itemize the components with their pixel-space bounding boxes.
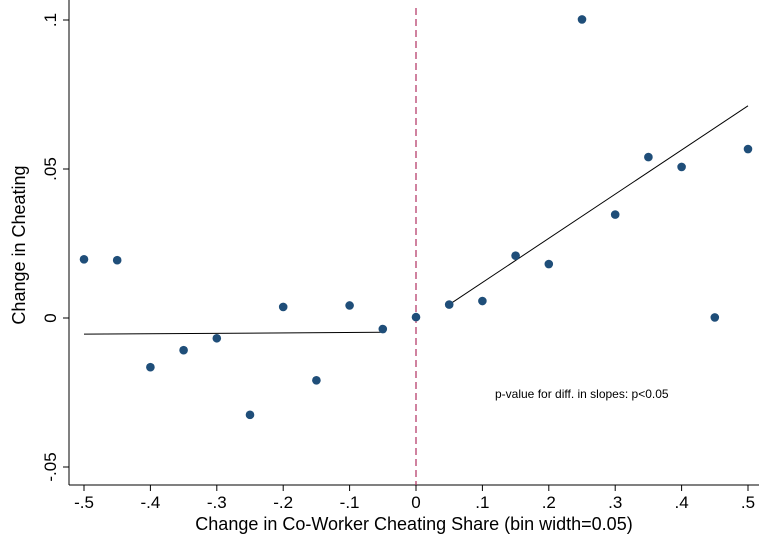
data-point bbox=[478, 296, 487, 306]
y-tick-label: 0 bbox=[41, 313, 60, 322]
data-point bbox=[411, 312, 421, 322]
slope-test-annotation: p-value for diff. in slopes: p<0.05 bbox=[495, 387, 669, 401]
data-point bbox=[444, 300, 454, 309]
data-point bbox=[644, 152, 653, 162]
x-tick-label: .5 bbox=[741, 493, 755, 512]
x-tick-label: .4 bbox=[675, 493, 689, 512]
x-tick-label: -.4 bbox=[140, 493, 160, 512]
data-point bbox=[677, 162, 686, 172]
data-point bbox=[312, 375, 321, 385]
data-point bbox=[544, 259, 554, 269]
y-axis-label: Change in Cheating bbox=[9, 165, 29, 324]
fit-lines bbox=[83, 105, 749, 335]
data-point bbox=[577, 15, 587, 24]
x-tick-label: -.3 bbox=[207, 493, 227, 512]
x-tick-label: -.1 bbox=[340, 493, 360, 512]
y-tick-label: .05 bbox=[41, 157, 60, 181]
y-tick-label: .1 bbox=[41, 13, 60, 27]
data-points bbox=[79, 15, 753, 420]
fit-line-right bbox=[448, 105, 749, 306]
data-point bbox=[212, 333, 222, 343]
data-point bbox=[79, 254, 89, 264]
data-point bbox=[112, 255, 122, 265]
data-point bbox=[179, 345, 188, 355]
x-tick-label: 0 bbox=[411, 493, 420, 512]
x-ticks: -.5 -.4 -.3 -.2 -.1 0 .1 .2 .3 .4 .5 bbox=[74, 485, 755, 512]
fit-line-left bbox=[83, 331, 383, 335]
data-point bbox=[146, 362, 155, 372]
data-point bbox=[710, 313, 720, 322]
y-tick-label: -.05 bbox=[41, 452, 60, 481]
axes: -.5 -.4 -.3 -.2 -.1 0 .1 .2 .3 .4 .5 -.05 0 .05 .1 bbox=[41, 0, 759, 512]
x-tick-label: .1 bbox=[475, 493, 489, 512]
x-tick-label: -.5 bbox=[74, 493, 94, 512]
x-tick-label: .2 bbox=[542, 493, 556, 512]
x-tick-label: -.2 bbox=[273, 493, 293, 512]
data-point bbox=[610, 210, 620, 219]
data-point bbox=[378, 324, 388, 334]
data-point bbox=[511, 251, 520, 261]
data-point bbox=[278, 302, 288, 312]
x-tick-label: .3 bbox=[608, 493, 622, 512]
y-ticks: -.05 0 .05 .1 bbox=[41, 13, 69, 482]
data-point bbox=[743, 144, 753, 154]
x-axis-label: Change in Co-Worker Cheating Share (bin … bbox=[195, 514, 632, 534]
data-point bbox=[245, 410, 255, 420]
data-point bbox=[345, 301, 354, 310]
